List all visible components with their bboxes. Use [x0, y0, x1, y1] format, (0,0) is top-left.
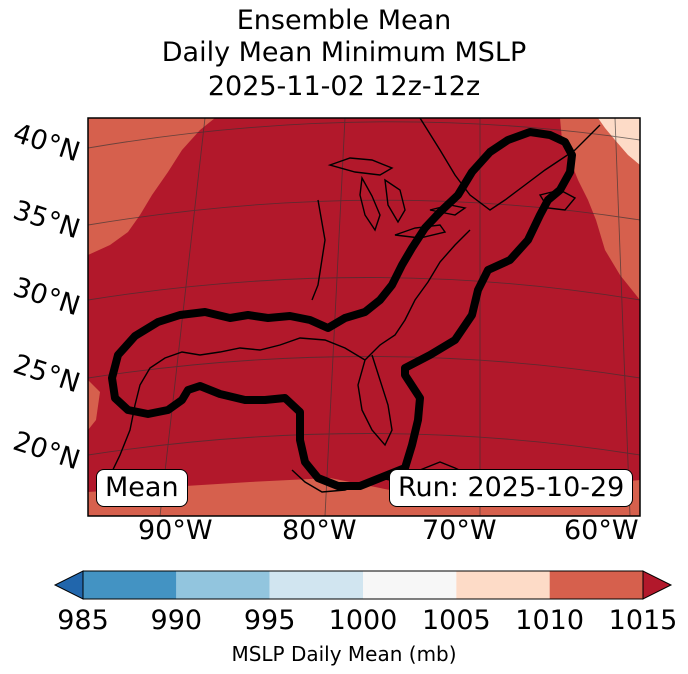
- colorbar-tick-label: 1000: [328, 605, 398, 636]
- ensemble-contour: [108, 128, 576, 490]
- inset-mean-label: Mean: [96, 469, 188, 507]
- colorbar-tick-label: 1010: [515, 605, 585, 636]
- colorbar-segment: [363, 571, 457, 599]
- colorbar-tick-label: 990: [150, 605, 203, 636]
- colorbar-segment: [269, 571, 363, 599]
- colorbar-tick-label: 1005: [421, 605, 491, 636]
- colorbar-extend-high: [642, 570, 673, 600]
- lon-label-90w: 90°W: [138, 515, 213, 546]
- lon-label-60w: 60°W: [564, 515, 639, 546]
- mslp-fill-1000-1005-northeast: [598, 118, 640, 165]
- colorbar-segment: [549, 571, 643, 599]
- colorbar-segment: [83, 571, 177, 599]
- colorbar: [53, 570, 673, 600]
- colorbar-tick-label: 1015: [608, 605, 678, 636]
- colorbar-tick-label: 985: [57, 605, 109, 636]
- colorbar-extend-low: [53, 570, 84, 600]
- title-line-1: Ensemble Mean: [236, 5, 452, 36]
- colorbar-label: MSLP Daily Mean (mb): [231, 642, 457, 666]
- map-frame: [87, 117, 641, 517]
- mslp-field: [88, 118, 640, 516]
- title-line-2: Daily Mean Minimum MSLP: [161, 37, 527, 68]
- title-line-3: 2025-11-02 12z-12z: [207, 71, 481, 102]
- inset-run-date: Run: 2025-10-29: [389, 469, 634, 507]
- colorbar-frame: [82, 570, 644, 600]
- colorbar-tick-label: 995: [243, 605, 296, 636]
- colorbar-segment: [176, 571, 270, 599]
- colorbar-segment: [456, 571, 550, 599]
- lon-label-80w: 80°W: [282, 515, 357, 546]
- mslp-fill-1005-1010-northwest: [88, 118, 215, 255]
- lon-label-70w: 70°W: [422, 515, 497, 546]
- mslp-fill-west-edge: [88, 380, 100, 430]
